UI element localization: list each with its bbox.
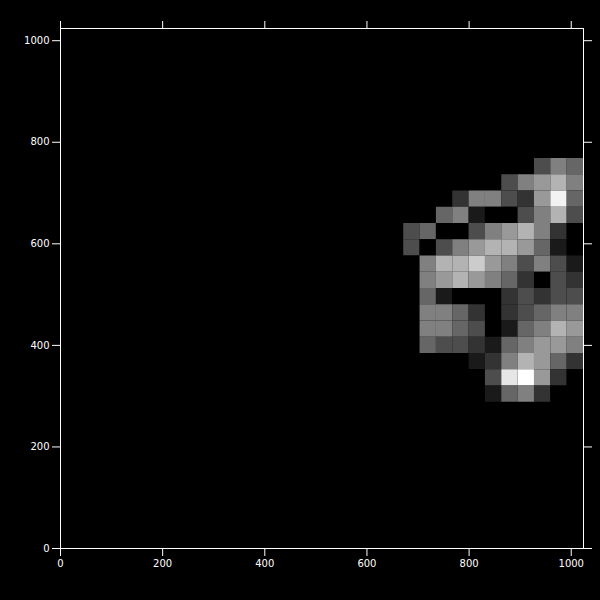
svg-text:1000: 1000 (559, 558, 584, 569)
svg-text:0: 0 (43, 543, 49, 554)
svg-text:400: 400 (30, 340, 49, 351)
svg-text:200: 200 (30, 441, 49, 452)
svg-text:600: 600 (357, 558, 376, 569)
svg-text:400: 400 (255, 558, 274, 569)
svg-text:0: 0 (57, 558, 63, 569)
svg-text:200: 200 (153, 558, 172, 569)
svg-text:800: 800 (30, 136, 49, 147)
svg-text:600: 600 (30, 238, 49, 249)
svg-text:1000: 1000 (24, 35, 49, 46)
svg-text:800: 800 (460, 558, 479, 569)
